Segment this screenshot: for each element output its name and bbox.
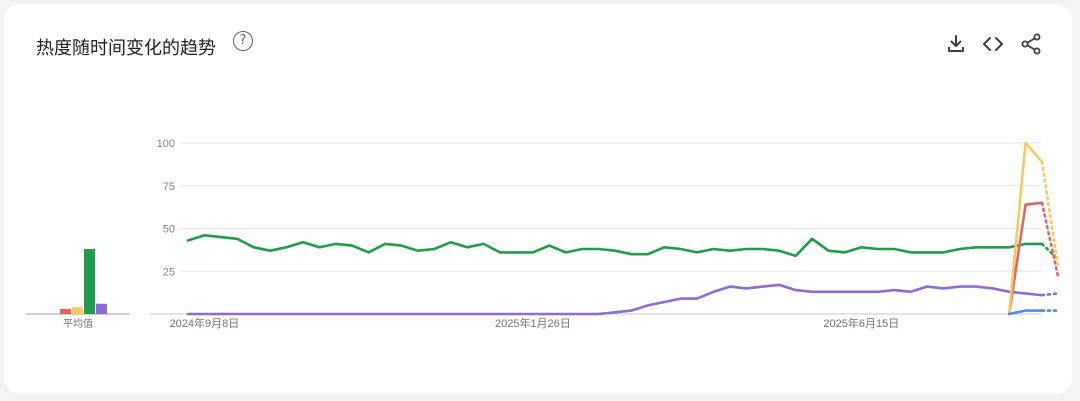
trend-card: 热度随时间变化的趋势 ? <box>4 4 1072 394</box>
help-icon[interactable]: ? <box>233 31 253 51</box>
card-title: 热度随时间变化的趋势 <box>36 38 216 59</box>
share-icon[interactable] <box>1019 32 1043 56</box>
embed-code-icon[interactable] <box>981 32 1005 56</box>
download-icon[interactable] <box>944 32 968 56</box>
